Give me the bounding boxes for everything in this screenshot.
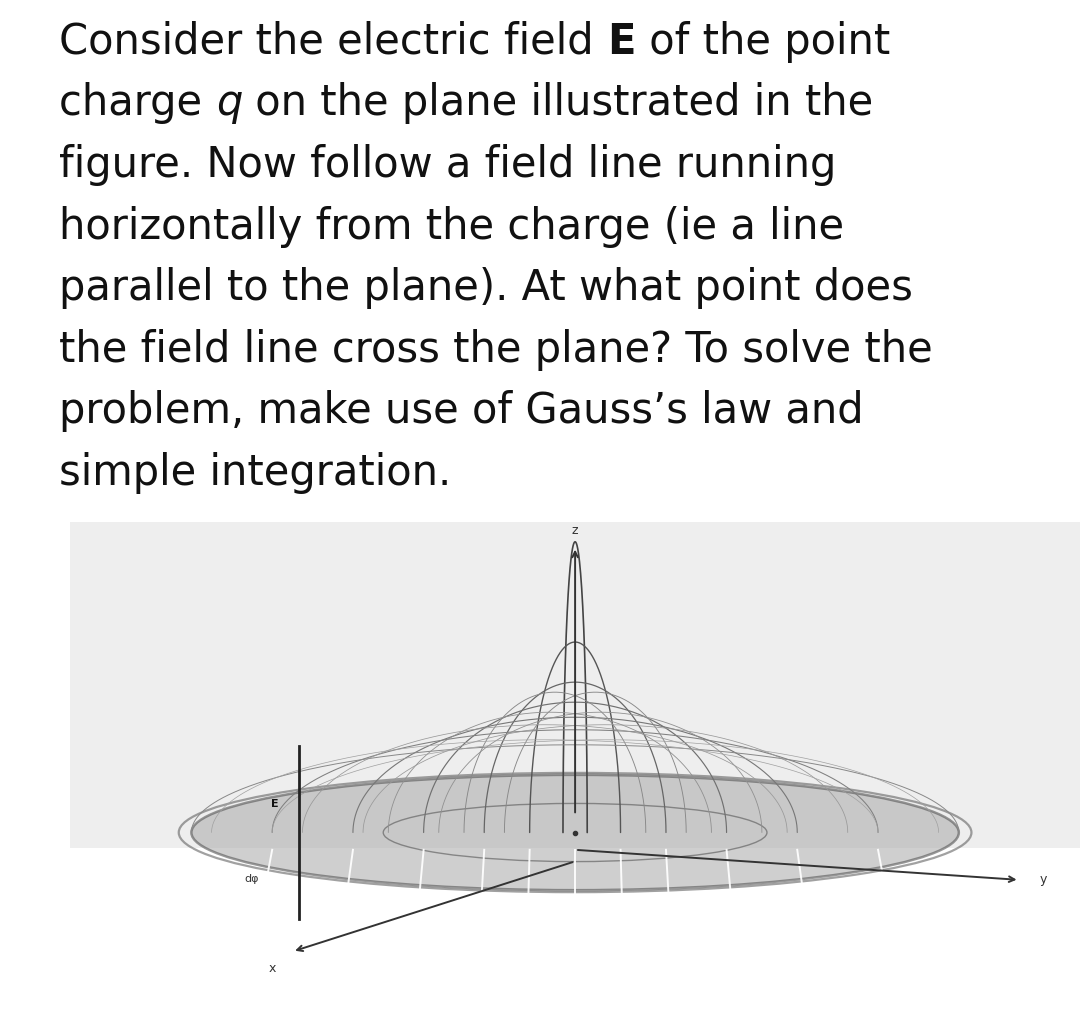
Bar — [70, 522, 146, 1023]
Bar — [959, 522, 974, 1023]
Text: E: E — [271, 799, 279, 809]
Bar — [1035, 522, 1050, 1023]
Bar — [853, 522, 868, 1023]
Bar — [70, 522, 221, 1023]
Bar — [70, 522, 85, 1023]
Bar — [944, 522, 959, 1023]
Text: horizontally from the charge (ie a line: horizontally from the charge (ie a line — [59, 206, 845, 248]
Bar — [1065, 522, 1080, 1023]
Text: problem, make use of Gauss’s law and: problem, make use of Gauss’s law and — [59, 390, 864, 433]
Bar — [70, 522, 131, 1023]
Text: simple integration.: simple integration. — [59, 452, 451, 494]
Bar — [1020, 522, 1035, 1023]
Bar — [70, 522, 161, 1023]
Bar — [70, 522, 100, 1023]
Text: q: q — [216, 83, 242, 125]
Text: x: x — [269, 962, 275, 975]
Bar — [70, 522, 237, 1023]
Bar — [70, 522, 282, 1023]
Bar — [868, 522, 883, 1023]
Bar — [974, 522, 989, 1023]
Bar — [1004, 522, 1020, 1023]
Text: parallel to the plane). At what point does: parallel to the plane). At what point do… — [59, 267, 914, 309]
Bar — [899, 522, 914, 1023]
Bar — [1050, 522, 1065, 1023]
Text: of the point: of the point — [636, 20, 890, 62]
Bar — [70, 522, 267, 1023]
Text: figure. Now follow a field line running: figure. Now follow a field line running — [59, 144, 837, 186]
Text: z: z — [571, 524, 579, 537]
Bar — [929, 522, 944, 1023]
Bar — [70, 522, 191, 1023]
Bar — [70, 522, 297, 1023]
Bar — [70, 522, 252, 1023]
Text: dφ: dφ — [244, 874, 258, 884]
Text: charge: charge — [59, 83, 216, 125]
Bar — [989, 522, 1004, 1023]
Bar — [70, 522, 206, 1023]
Ellipse shape — [191, 774, 959, 890]
Text: on the plane illustrated in the: on the plane illustrated in the — [242, 83, 874, 125]
Text: y: y — [1040, 874, 1047, 886]
Bar — [883, 522, 899, 1023]
Bar — [70, 522, 1080, 847]
Bar — [914, 522, 929, 1023]
Text: Consider the electric field: Consider the electric field — [59, 20, 607, 62]
Bar — [70, 522, 176, 1023]
Text: E: E — [607, 20, 636, 62]
Text: the field line cross the plane? To solve the: the field line cross the plane? To solve… — [59, 328, 933, 370]
Bar — [70, 522, 116, 1023]
